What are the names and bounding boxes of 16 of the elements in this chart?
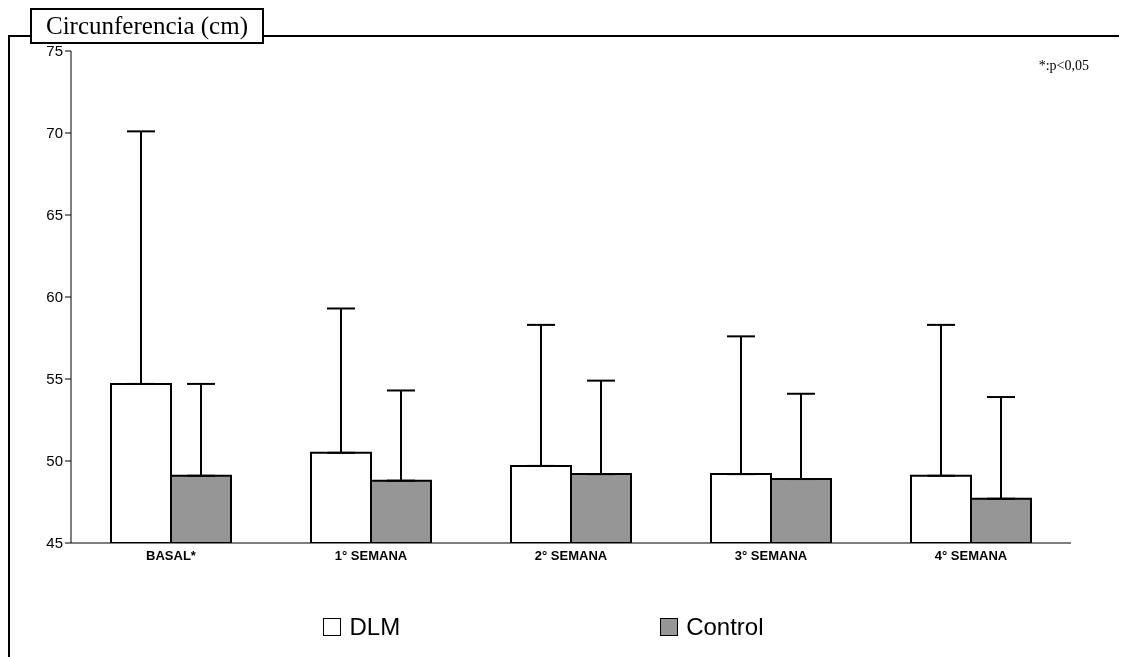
y-tick-label: 75 [46,42,63,60]
y-tick-label: 50 [46,452,63,470]
chart-title: Circunferencia (cm) [30,8,264,44]
y-tick-label: 60 [46,288,63,306]
y-tick-label: 55 [46,370,63,388]
legend-label: DLM [349,613,401,641]
x-tick-label: 3° SEMANA [734,548,808,564]
y-tick-label: 70 [46,124,63,142]
x-tick-label: 2° SEMANA [534,548,608,564]
x-tick-label: BASAL* [146,548,197,564]
x-tick-label: 1° SEMANA [334,548,408,564]
legend-label: Control [686,613,764,641]
x-tick-label: 4° SEMANA [934,548,1008,564]
annotation: *:p<0,05 [1038,58,1089,74]
y-tick-label: 65 [46,206,63,224]
y-tick-label: 45 [46,534,63,552]
